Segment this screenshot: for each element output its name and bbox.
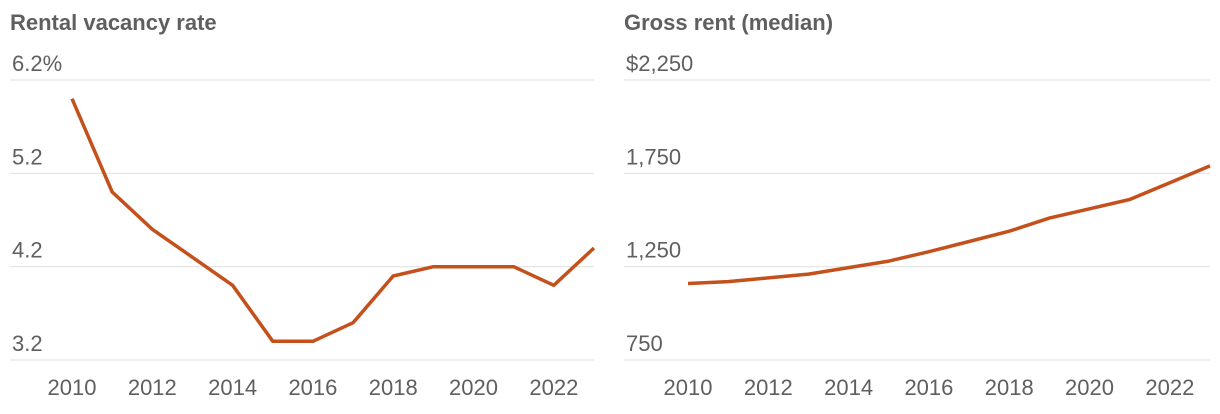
chart-panel-2: Gross rent (median)$2,2501,7501,25075020… <box>624 10 1211 400</box>
y-tick-label: 750 <box>626 331 663 356</box>
y-tick-label: 1,250 <box>626 238 681 263</box>
x-tick-label: 2010 <box>664 375 713 400</box>
y-tick-label: 5.2 <box>12 144 43 169</box>
x-tick-label: 2014 <box>824 375 873 400</box>
y-tick-label: $2,250 <box>626 51 693 76</box>
chart-title: Gross rent (median) <box>624 10 833 35</box>
x-tick-label: 2012 <box>128 375 177 400</box>
x-tick-label: 2022 <box>529 375 578 400</box>
x-tick-label: 2022 <box>1145 375 1194 400</box>
x-tick-label: 2020 <box>449 375 498 400</box>
x-tick-label: 2016 <box>288 375 337 400</box>
x-tick-label: 2018 <box>369 375 418 400</box>
y-tick-label: 3.2 <box>12 331 43 356</box>
x-tick-label: 2018 <box>985 375 1034 400</box>
x-tick-label: 2014 <box>208 375 257 400</box>
x-tick-label: 2020 <box>1065 375 1114 400</box>
chart-title: Rental vacancy rate <box>10 10 217 35</box>
y-tick-label: 1,750 <box>626 144 681 169</box>
y-tick-label: 6.2% <box>12 51 62 76</box>
x-tick-label: 2012 <box>744 375 793 400</box>
y-tick-label: 4.2 <box>12 238 43 263</box>
series-line <box>70 98 596 344</box>
series-line <box>687 164 1211 286</box>
x-tick-label: 2016 <box>904 375 953 400</box>
x-tick-label: 2010 <box>48 375 97 400</box>
